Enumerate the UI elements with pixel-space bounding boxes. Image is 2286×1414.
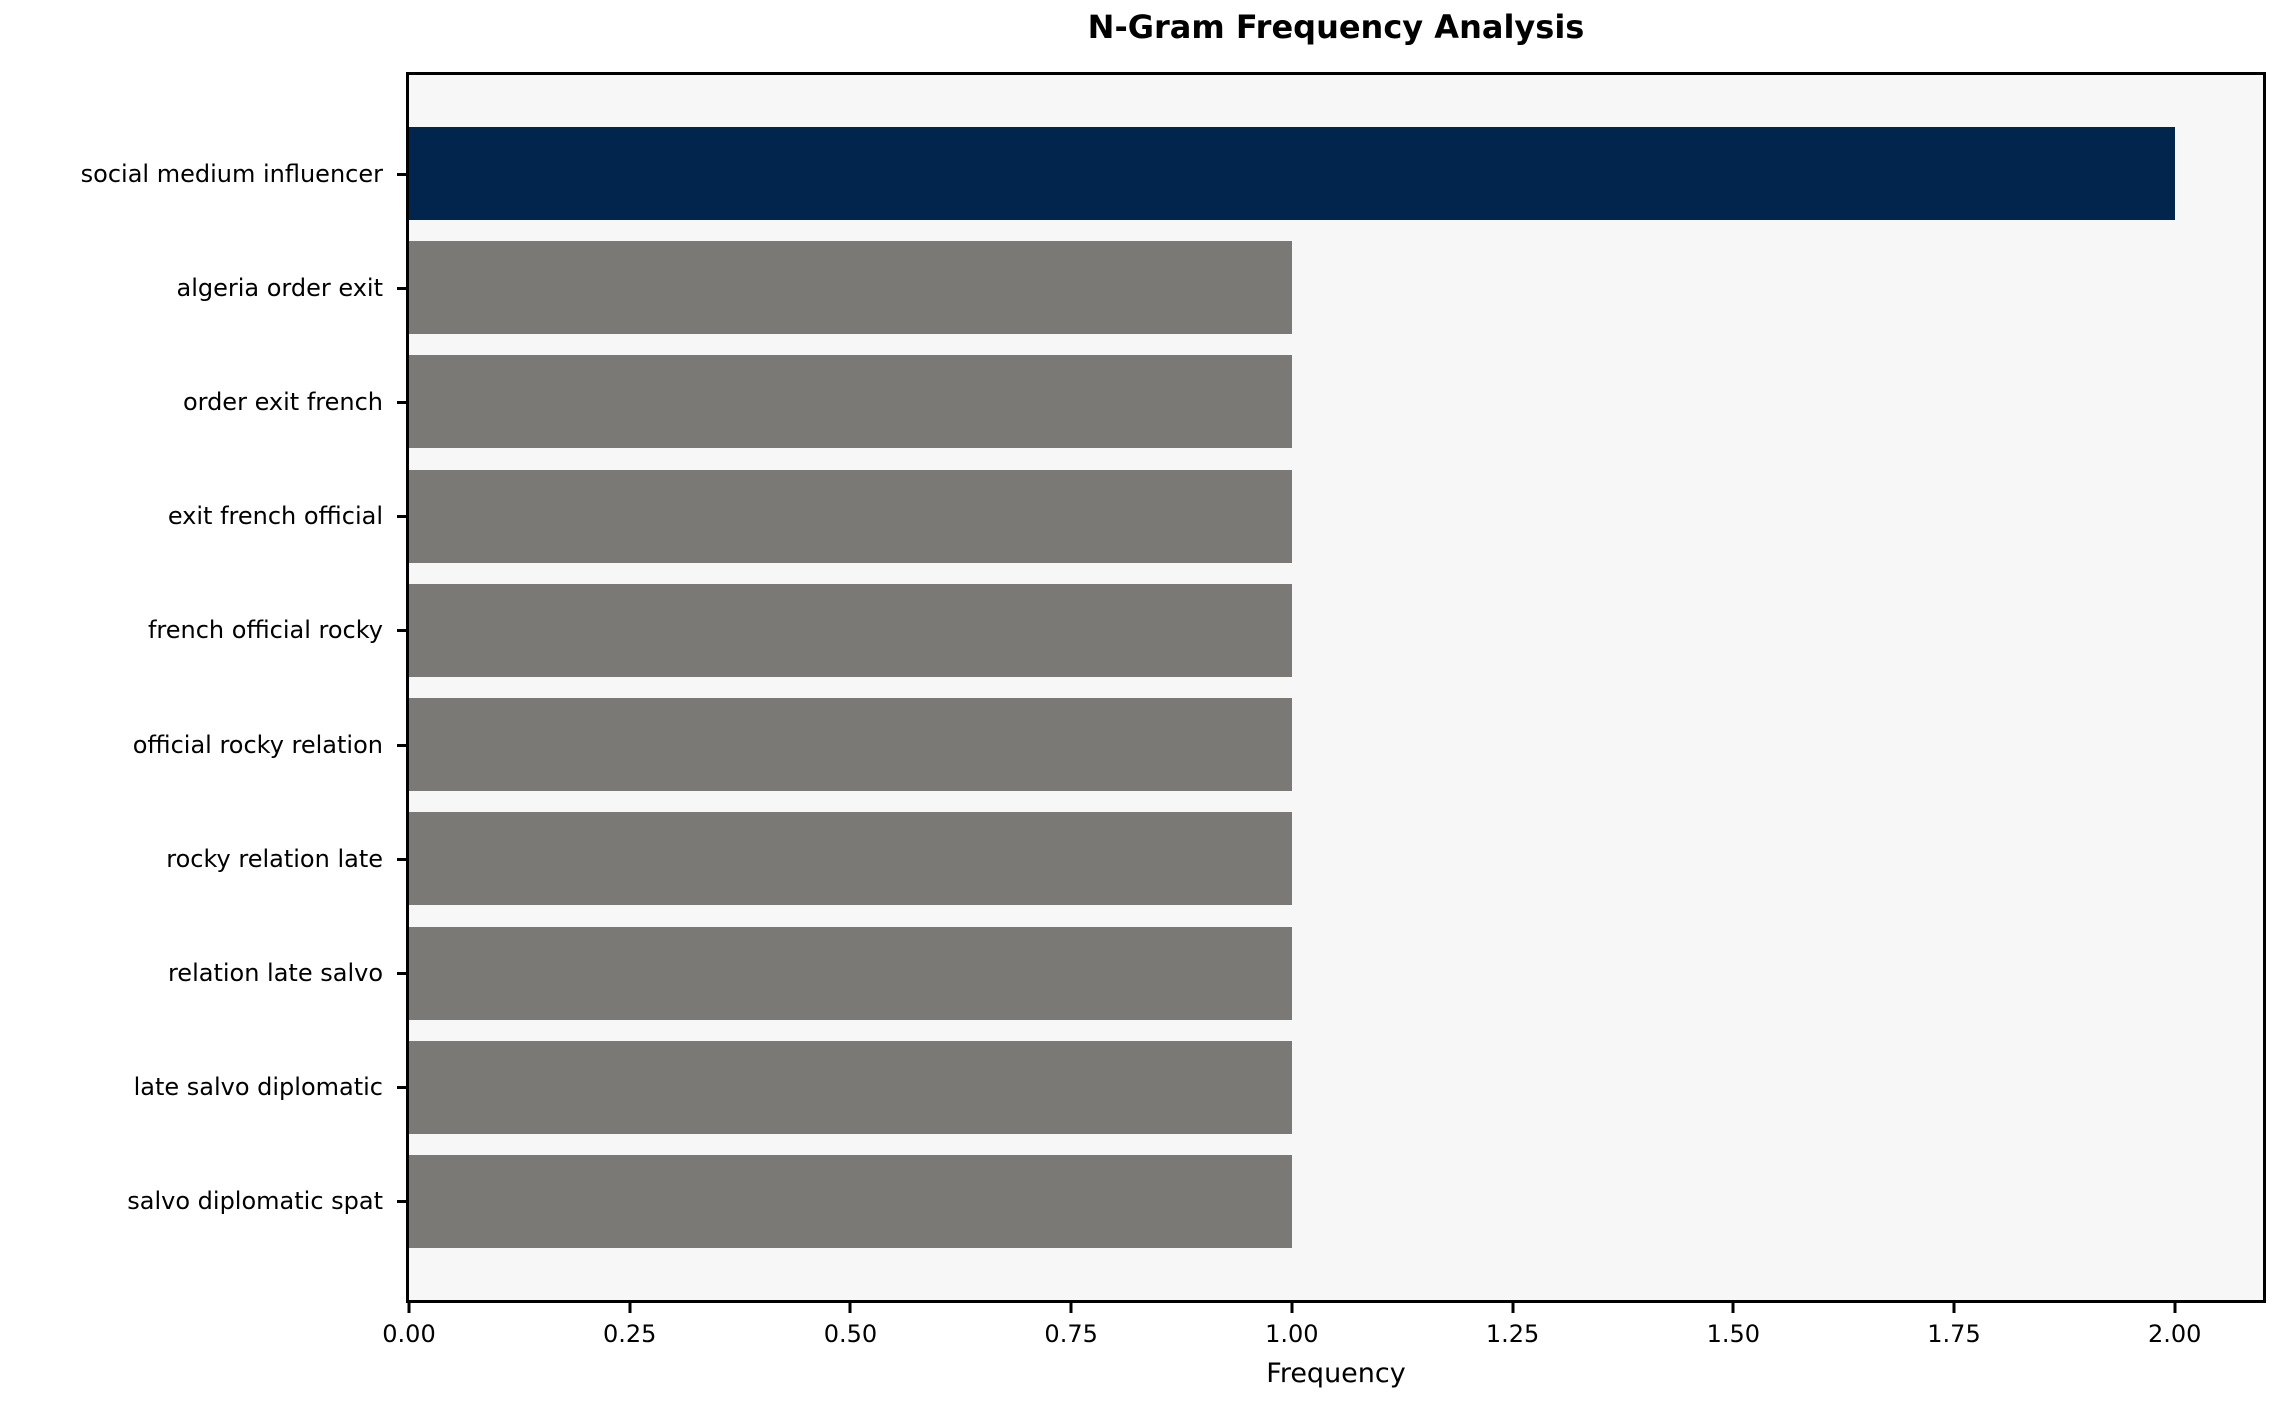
y-tick-mark [397, 972, 406, 976]
bar-row: relation late salvo [168, 926, 2263, 1020]
x-tick-mark [1290, 1303, 1294, 1313]
y-axis-category-label: french official rocky [147, 616, 383, 645]
bar-row: exit french official [168, 469, 2263, 563]
y-tick-mark [397, 1200, 406, 1204]
y-tick-mark [397, 286, 406, 290]
x-tick-mark [1069, 1303, 1073, 1313]
y-axis-category-label: social medium influencer [80, 159, 383, 188]
x-tick-label: 0.00 [382, 1320, 436, 1348]
bar-row: late salvo diplomatic [134, 1040, 2263, 1134]
frequency-bar [409, 355, 1292, 449]
x-tick-label: 1.75 [1927, 1320, 1981, 1348]
bar-row: rocky relation late [166, 812, 2263, 906]
x-tick-label: 1.00 [1265, 1320, 1319, 1348]
x-tick-label: 0.50 [823, 1320, 878, 1348]
x-tick-label: 0.25 [602, 1320, 657, 1348]
x-tick-mark [628, 1303, 632, 1313]
x-tick-mark [2173, 1303, 2177, 1313]
frequency-bar [409, 127, 2175, 220]
bar-row: salvo diplomatic spat [127, 1154, 2263, 1248]
y-axis-category-label: rocky relation late [166, 844, 383, 873]
frequency-bar [409, 583, 1292, 677]
y-tick-mark [397, 172, 406, 176]
x-tick-label: 2.00 [2147, 1320, 2202, 1348]
y-axis-category-label: algeria order exit [176, 273, 384, 302]
bar-row: order exit french [183, 355, 2263, 449]
y-axis-category-label: late salvo diplomatic [133, 1073, 383, 1102]
x-tick-label: 1.50 [1706, 1320, 1760, 1348]
bars-region: social medium influencer algeria order ex… [81, 127, 2263, 1248]
y-axis-category-label: relation late salvo [167, 959, 383, 988]
frequency-bar [409, 698, 1292, 792]
x-axis: 0.00 0.25 0.50 0.75 1.00 1.25 1.50 1.75 2.00 [382, 75, 2263, 1348]
bar-row: algeria order exit [177, 241, 2263, 335]
frequency-bar [409, 1040, 1292, 1134]
x-tick-mark [848, 1303, 852, 1313]
y-axis-category-label: official rocky relation [132, 730, 383, 759]
frequency-bar [409, 812, 1292, 906]
x-tick-label: 1.25 [1485, 1320, 1540, 1348]
bar-row: social medium influencer [81, 127, 2263, 220]
bar-row: french official rocky [148, 583, 2263, 677]
chart-title: N-Gram Frequency Analysis [1087, 8, 1585, 46]
x-tick-mark [1952, 1303, 1956, 1313]
x-tick-mark [1731, 1303, 1735, 1313]
x-tick-label: 0.75 [1044, 1320, 1098, 1348]
y-tick-mark [397, 629, 406, 633]
y-tick-mark [397, 515, 406, 519]
x-tick-mark [1511, 1303, 1515, 1313]
frequency-bar [409, 926, 1292, 1020]
frequency-bar [409, 1154, 1292, 1248]
y-axis-category-label: salvo diplomatic spat [127, 1187, 383, 1216]
y-tick-mark [397, 743, 406, 747]
x-tick-mark [407, 1303, 411, 1313]
y-tick-mark [397, 400, 406, 404]
x-axis-title: Frequency [1266, 1358, 1406, 1389]
y-tick-mark [397, 1086, 406, 1090]
y-tick-mark [397, 857, 406, 861]
plot-area: social medium influencer algeria order ex… [81, 72, 2266, 1348]
y-axis-category-label: order exit french [182, 387, 383, 416]
y-axis-category-label: exit french official [167, 502, 383, 531]
frequency-bar [409, 469, 1292, 563]
bar-row: official rocky relation [133, 698, 2263, 792]
frequency-bar [409, 241, 1292, 335]
